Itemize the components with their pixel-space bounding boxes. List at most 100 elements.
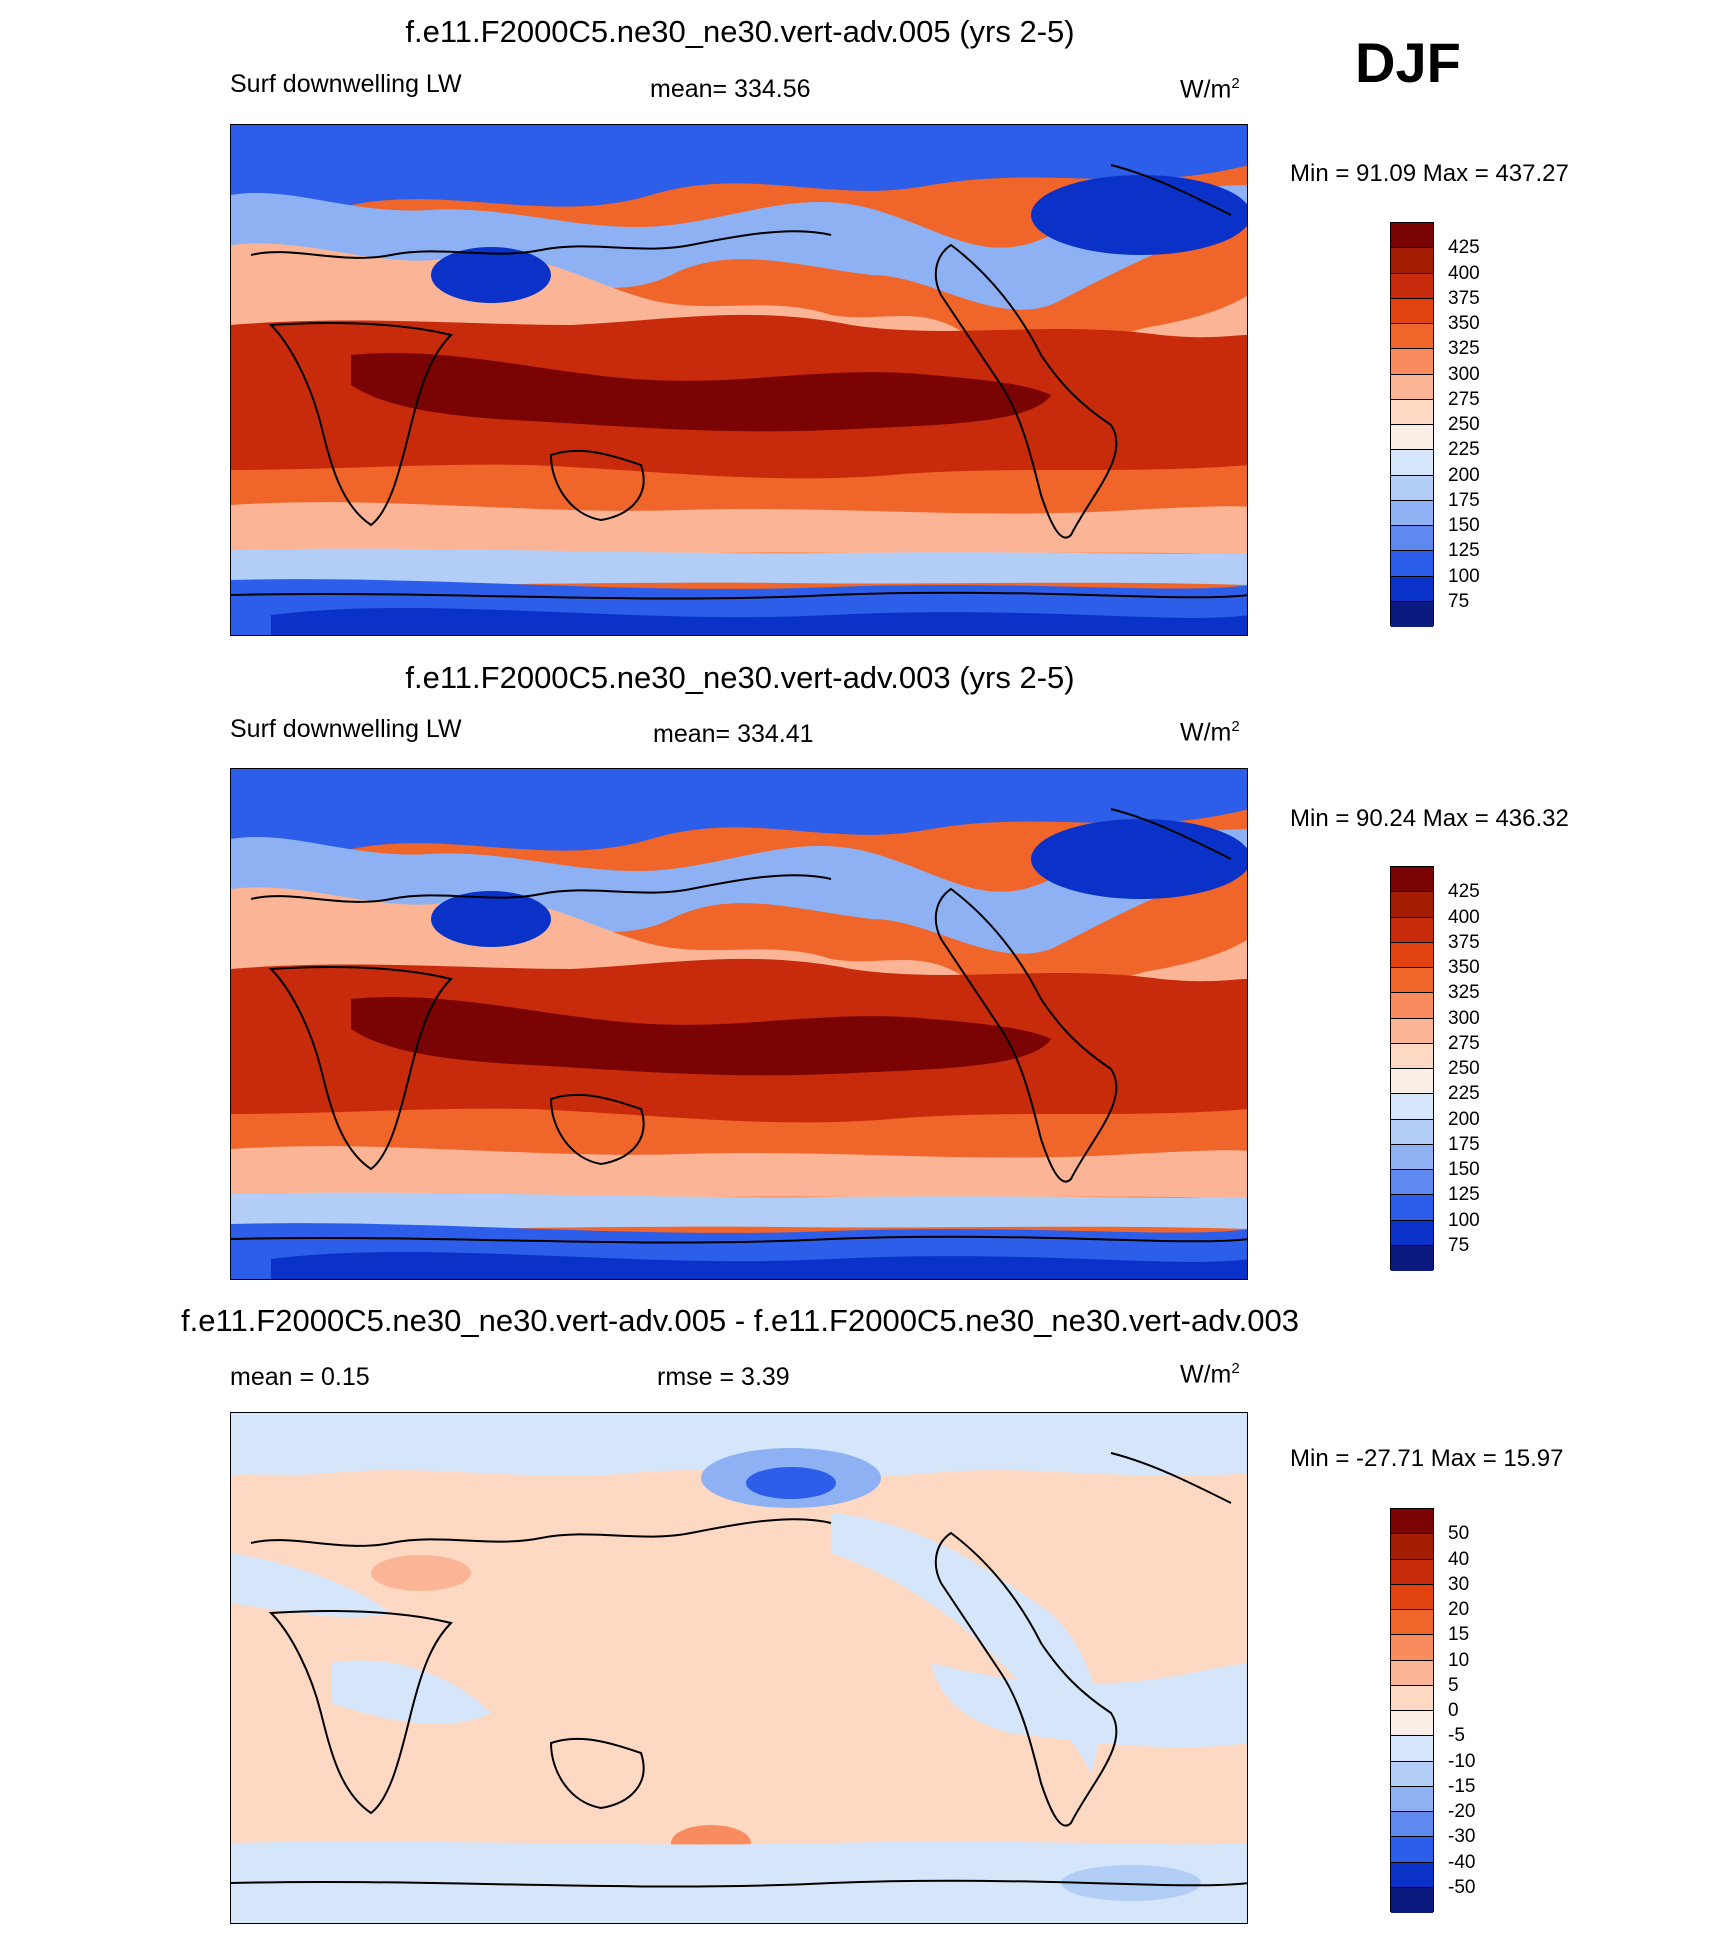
colorbar-swatch bbox=[1391, 942, 1433, 968]
colorbar-tick-label: 275 bbox=[1448, 1032, 1480, 1054]
colorbar-tick-label: 325 bbox=[1448, 338, 1480, 360]
panel-1-mean-label: mean= 334.56 bbox=[650, 75, 811, 103]
colorbar-swatch bbox=[1391, 1119, 1433, 1145]
colorbar-swatch bbox=[1391, 917, 1433, 943]
colorbar-tick-label: 425 bbox=[1448, 237, 1480, 259]
colorbar-tick-label: 350 bbox=[1448, 313, 1480, 334]
colorbar-tick-label: 20 bbox=[1448, 1599, 1470, 1620]
colorbar-swatch bbox=[1391, 349, 1433, 375]
colorbar-swatch bbox=[1391, 1069, 1433, 1095]
colorbar-swatch bbox=[1391, 1094, 1433, 1120]
colorbar-swatch bbox=[1391, 374, 1433, 400]
panel-3-units: W/m2 bbox=[1180, 1360, 1240, 1389]
colorbar-tick-label: 400 bbox=[1448, 262, 1480, 284]
colorbar-tick-label: 200 bbox=[1448, 1108, 1480, 1130]
colorbar-swatch bbox=[1391, 399, 1433, 425]
colorbar-swatch bbox=[1391, 1018, 1433, 1044]
colorbar-swatch bbox=[1391, 1685, 1433, 1711]
season-label: DJF bbox=[1355, 31, 1461, 94]
panel-1-title: f.e11.F2000C5.ne30_ne30.vert-adv.005 (yr… bbox=[405, 14, 1075, 49]
colorbar-tick-label: 425 bbox=[1448, 881, 1480, 903]
colorbar-tick-label: 150 bbox=[1448, 515, 1480, 536]
colorbar-tick-label: 15 bbox=[1448, 1624, 1470, 1646]
panel-2-title: f.e11.F2000C5.ne30_ne30.vert-adv.003 (yr… bbox=[405, 660, 1075, 695]
colorbar-swatch bbox=[1391, 1195, 1433, 1221]
panel-1-units: W/m2 bbox=[1180, 75, 1240, 104]
colorbar-swatch bbox=[1391, 1559, 1433, 1585]
colorbar-tick-label: 200 bbox=[1448, 464, 1480, 486]
colorbar-swatch bbox=[1391, 1245, 1433, 1271]
colorbar-tick-label: -10 bbox=[1448, 1750, 1476, 1772]
colorbar-tick-label: 50 bbox=[1448, 1523, 1470, 1545]
panel-2-minmax: Min = 90.24 Max = 436.32 bbox=[1290, 805, 1569, 832]
panel-3-mean-label: mean = 0.15 bbox=[230, 1363, 370, 1391]
panel-3-title: f.e11.F2000C5.ne30_ne30.vert-adv.005 - f… bbox=[181, 1303, 1299, 1338]
colorbar-tick-label: -30 bbox=[1448, 1826, 1476, 1848]
colorbar-swatch bbox=[1391, 1812, 1433, 1838]
panel-2-mean-label: mean= 334.41 bbox=[653, 720, 814, 748]
colorbar-tick-label: 100 bbox=[1448, 1209, 1480, 1231]
colorbar-tick-label: 250 bbox=[1448, 1058, 1480, 1079]
panel-1-minmax: Min = 91.09 Max = 437.27 bbox=[1290, 160, 1569, 187]
colorbar-swatches bbox=[1390, 866, 1434, 1271]
panel-1-map bbox=[230, 124, 1248, 636]
colorbar-tick-label: 300 bbox=[1448, 1007, 1480, 1029]
colorbar-swatch bbox=[1391, 1761, 1433, 1787]
colorbar-tick-label: 5 bbox=[1448, 1674, 1459, 1696]
panel-2-map bbox=[230, 768, 1248, 1280]
colorbar-swatch bbox=[1391, 1534, 1433, 1560]
colorbar-swatch bbox=[1391, 324, 1433, 350]
colorbar-swatch bbox=[1391, 993, 1433, 1019]
panel-3-map bbox=[230, 1412, 1248, 1924]
colorbar-swatch bbox=[1391, 867, 1433, 893]
colorbar-swatch bbox=[1391, 576, 1433, 602]
colorbar-swatch bbox=[1391, 968, 1433, 994]
panel-1-variable-label: Surf downwelling LW bbox=[230, 70, 462, 98]
colorbar-tick-label: 375 bbox=[1448, 931, 1480, 953]
colorbar-tick-label: 75 bbox=[1448, 590, 1470, 612]
colorbar-tick-label: 10 bbox=[1448, 1649, 1470, 1671]
colorbar-tick-label: 175 bbox=[1448, 1133, 1480, 1155]
colorbar-swatches bbox=[1390, 1508, 1434, 1913]
colorbar-swatch bbox=[1391, 1170, 1433, 1196]
colorbar-tick-label: 250 bbox=[1448, 414, 1480, 435]
colorbar-tick-label: -15 bbox=[1448, 1775, 1476, 1797]
colorbar-swatch bbox=[1391, 1887, 1433, 1913]
colorbar-tick-label: 0 bbox=[1448, 1700, 1459, 1721]
colorbar-swatch bbox=[1391, 551, 1433, 577]
colorbar-tick-label: -40 bbox=[1448, 1851, 1476, 1873]
colorbar-swatch bbox=[1391, 298, 1433, 324]
colorbar-swatches bbox=[1390, 222, 1434, 627]
colorbar-swatch bbox=[1391, 1584, 1433, 1610]
colorbar-swatch bbox=[1391, 1144, 1433, 1170]
colorbar-tick-label: 225 bbox=[1448, 1083, 1480, 1105]
colorbar-swatch bbox=[1391, 450, 1433, 476]
colorbar-swatch bbox=[1391, 601, 1433, 627]
colorbar-swatch bbox=[1391, 1736, 1433, 1762]
panel-3-minmax: Min = -27.71 Max = 15.97 bbox=[1290, 1445, 1564, 1472]
colorbar-tick-label: -50 bbox=[1448, 1876, 1476, 1898]
colorbar-tick-label: 150 bbox=[1448, 1159, 1480, 1180]
colorbar-tick-label: 125 bbox=[1448, 540, 1480, 562]
colorbar-swatch bbox=[1391, 273, 1433, 299]
colorbar-swatch bbox=[1391, 1711, 1433, 1737]
panel-3-rmse-label: rmse = 3.39 bbox=[657, 1363, 790, 1391]
colorbar-swatch bbox=[1391, 1043, 1433, 1069]
colorbar-swatch bbox=[1391, 475, 1433, 501]
colorbar-swatch bbox=[1391, 1509, 1433, 1535]
colorbar-tick-label: 300 bbox=[1448, 363, 1480, 385]
colorbar-swatch bbox=[1391, 223, 1433, 249]
colorbar-tick-label: 100 bbox=[1448, 565, 1480, 587]
colorbar-tick-label: 40 bbox=[1448, 1548, 1470, 1570]
colorbar-tick-label: 125 bbox=[1448, 1184, 1480, 1206]
colorbar-tick-label: 225 bbox=[1448, 439, 1480, 461]
colorbar-swatch bbox=[1391, 1220, 1433, 1246]
colorbar-swatch bbox=[1391, 248, 1433, 274]
colorbar-swatch bbox=[1391, 1660, 1433, 1686]
colorbar-tick-label: -5 bbox=[1448, 1725, 1465, 1747]
panel-2-variable-label: Surf downwelling LW bbox=[230, 715, 462, 743]
colorbar-swatch bbox=[1391, 1635, 1433, 1661]
colorbar-swatch bbox=[1391, 1786, 1433, 1812]
colorbar-tick-label: 30 bbox=[1448, 1573, 1470, 1595]
colorbar-tick-label: 175 bbox=[1448, 489, 1480, 511]
